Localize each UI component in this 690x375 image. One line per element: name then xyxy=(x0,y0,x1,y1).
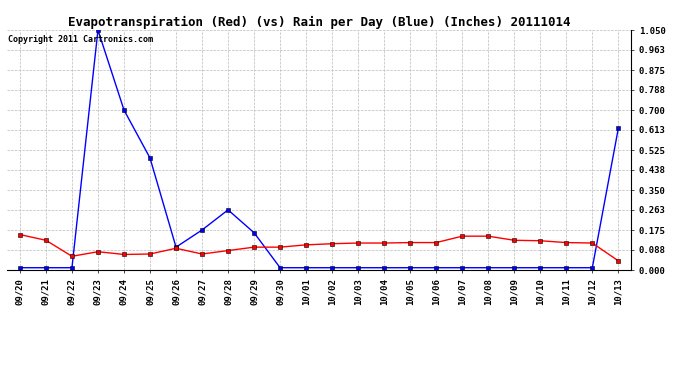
Text: Copyright 2011 Cartronics.com: Copyright 2011 Cartronics.com xyxy=(8,35,153,44)
Title: Evapotranspiration (Red) (vs) Rain per Day (Blue) (Inches) 20111014: Evapotranspiration (Red) (vs) Rain per D… xyxy=(68,16,571,29)
